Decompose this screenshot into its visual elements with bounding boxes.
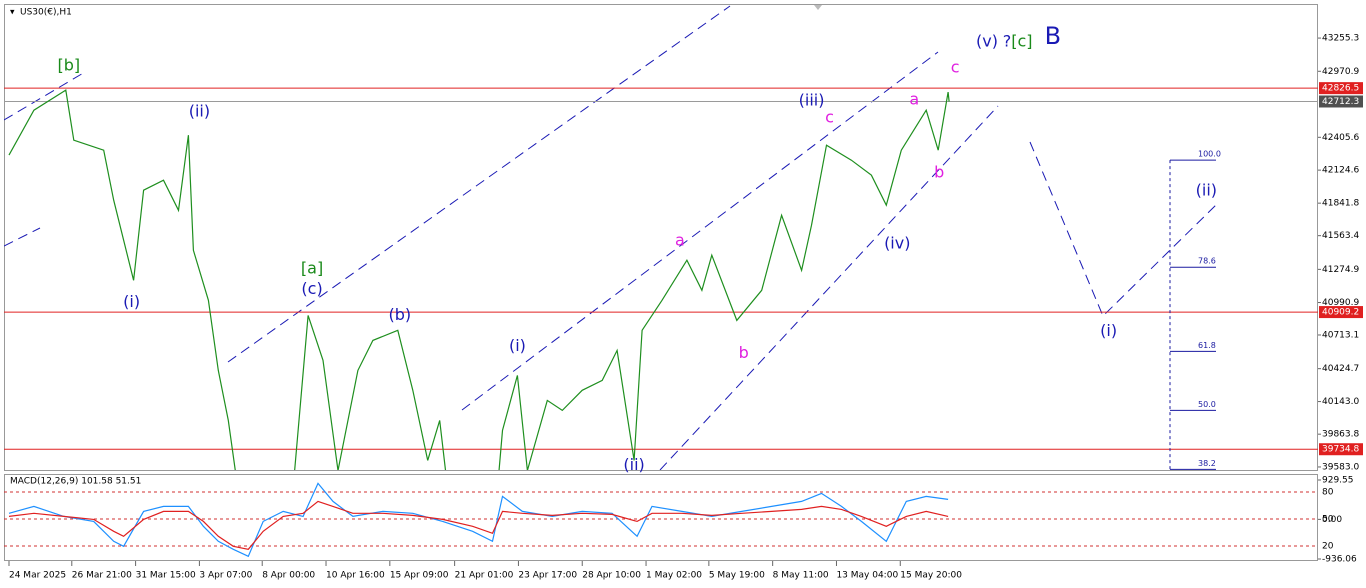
level-label: 40909.2	[1322, 308, 1359, 318]
y-tick-label: 42124.6	[1322, 166, 1359, 176]
y2-tick-label: 50	[1322, 514, 1334, 524]
level-label-bg	[1319, 306, 1363, 319]
y-tick-label: 42970.9	[1322, 67, 1359, 77]
wave-label: (c)	[301, 279, 322, 298]
x-tick-label: 15 Apr 09:00	[390, 571, 449, 581]
wave-label: (iii)	[799, 91, 825, 110]
level-label-bg	[1319, 95, 1363, 108]
fib-label: 38.2	[1198, 459, 1216, 468]
y2-tick-label: 80	[1322, 487, 1334, 497]
symbol-arrow: ▾	[10, 8, 15, 18]
wave-label: b	[934, 163, 944, 182]
wave-label: a	[909, 90, 919, 109]
x-tick-label: 8 Apr 00:00	[262, 571, 315, 581]
wave-label: B	[1045, 22, 1061, 50]
wave-label: (ii)	[1196, 181, 1217, 200]
macd-panel	[4, 474, 1318, 561]
price-line	[8, 89, 950, 470]
level-label: 42712.3	[1322, 97, 1359, 107]
wave-label: [a]	[301, 259, 323, 278]
level-label: 39734.8	[1322, 445, 1359, 455]
x-tick-label: 23 Apr 17:00	[518, 571, 577, 581]
wave-label: c	[951, 58, 960, 77]
y-tick-label: 40990.9	[1322, 298, 1359, 308]
trendlines	[4, 5, 1219, 470]
wave-label: (i)	[1100, 321, 1117, 340]
x-tick-label: 21 Apr 01:00	[455, 571, 514, 581]
x-tick-label: 5 May 19:00	[709, 571, 765, 581]
y-tick-label: 41563.4	[1322, 231, 1359, 241]
projection	[1029, 141, 1219, 317]
wave-label: b	[739, 343, 749, 362]
y-tick-label: 39583.0	[1322, 462, 1359, 472]
trendline	[461, 51, 939, 411]
wave-label: (v)	[976, 32, 998, 51]
fib-label: 50.0	[1198, 400, 1216, 409]
y-tick-label: 929.55	[1322, 476, 1354, 486]
x-tick-label: 31 Mar 15:00	[136, 571, 196, 581]
level-label-bg	[1319, 443, 1363, 456]
wave-label: (b)	[388, 305, 411, 324]
wave-label: (i)	[509, 336, 526, 355]
wave-label: [b]	[57, 56, 80, 75]
wave-label: (ii)	[189, 102, 210, 121]
level-label-bg	[1319, 82, 1363, 95]
fib-label: 61.8	[1198, 341, 1216, 350]
y-tick-label: 41274.9	[1322, 265, 1359, 275]
y-tick-label: 40143.0	[1322, 397, 1359, 407]
y-tick-label: 39863.8	[1322, 430, 1359, 440]
y-tick-label: 40713.1	[1322, 330, 1359, 340]
macd-title: MACD(12,26,9) 101.58 51.51	[10, 477, 141, 487]
x-tick-label: 13 May 04:00	[836, 571, 898, 581]
y-tick-label: 43255.3	[1322, 34, 1359, 44]
scroll-marker	[814, 5, 822, 10]
x-tick-label: 15 May 20:00	[900, 571, 962, 581]
wave-label: ?	[1003, 32, 1012, 51]
y-tick-label: 40424.7	[1322, 364, 1359, 374]
y-tick-label: 41841.8	[1322, 199, 1359, 209]
fib-label: 78.6	[1198, 257, 1216, 266]
wave-label: c	[825, 108, 834, 127]
macd-line	[8, 482, 949, 558]
wave-label: (i)	[123, 292, 140, 311]
x-tick-label: 26 Mar 21:00	[72, 571, 132, 581]
x-tick-label: 1 May 02:00	[646, 571, 702, 581]
chart-title: US30(€),H1	[20, 8, 72, 18]
main-panel	[4, 4, 1318, 471]
y-tick-label: 42405.6	[1322, 133, 1359, 143]
wave-label: (iv)	[884, 234, 910, 253]
trendline	[4, 227, 41, 247]
wave-label: (ii)	[623, 455, 644, 474]
plot-area	[4, 482, 1318, 558]
wave-label: a	[675, 231, 685, 250]
x-tick-label: 3 Apr 07:00	[199, 571, 252, 581]
trendline	[227, 5, 731, 363]
trendline	[659, 105, 999, 470]
level-label: 42826.5	[1322, 84, 1359, 94]
y-tick-label: -936.06	[1322, 555, 1357, 565]
fib-label: 100.0	[1198, 150, 1221, 159]
plot-area: 100.0 78.6 61.8 50.0 38.2	[4, 87, 1318, 470]
x-tick-label: 10 Apr 16:00	[326, 571, 385, 581]
macd-line	[8, 500, 949, 550]
x-tick-label: 8 May 11:00	[773, 571, 829, 581]
wave-label: [c]	[1011, 32, 1032, 51]
x-tick-label: 28 Apr 10:00	[582, 571, 641, 581]
y2-tick-label: 20	[1322, 541, 1334, 551]
y-tick-label: 0.00	[1322, 515, 1342, 525]
x-tick-label: 24 Mar 2025	[9, 571, 66, 581]
